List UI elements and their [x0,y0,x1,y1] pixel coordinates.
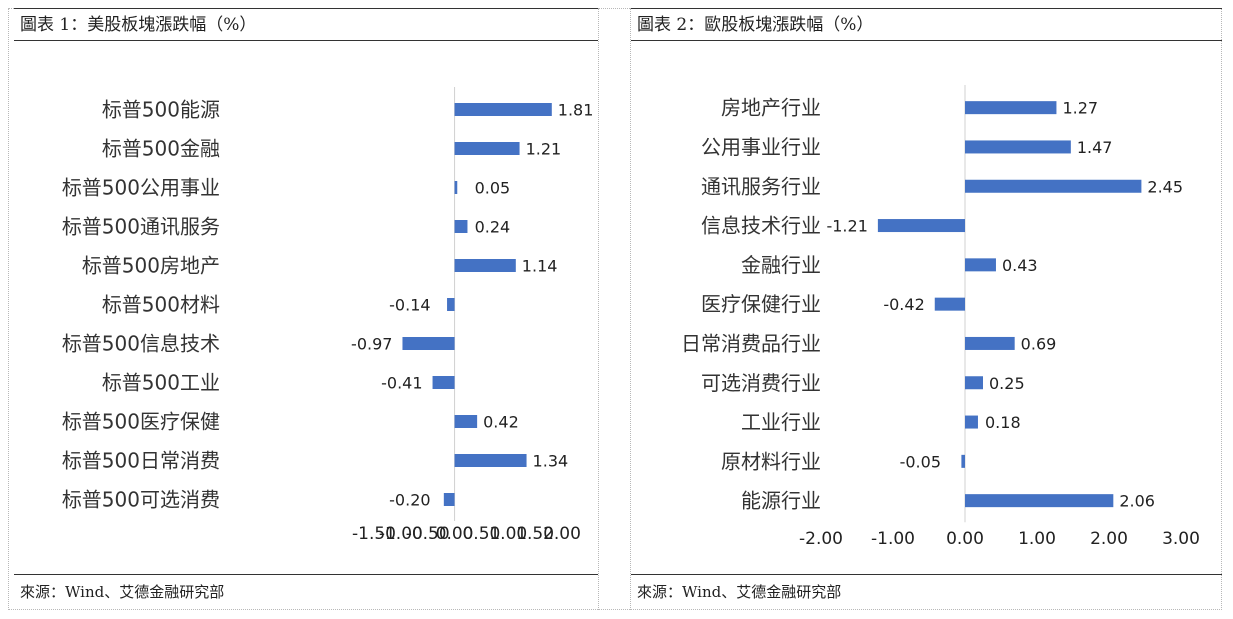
category-label: 信息技术行业 [701,214,821,238]
data-label: 1.81 [558,101,594,120]
category-label: 能源行业 [741,489,821,513]
x-tick-label: 2.00 [1090,529,1128,549]
x-tick-label: -0.50 [406,524,450,544]
data-label: 0.18 [985,413,1021,432]
category-label: 金融行业 [741,253,821,277]
x-tick-label: 1.00 [1018,529,1056,549]
bar [454,220,468,233]
bar [402,337,455,350]
x-tick-label: -1.50 [352,524,396,544]
data-label: 0.05 [475,179,511,198]
x-tick-label: 0.00 [436,524,474,544]
data-label: 0.69 [1021,334,1057,353]
bar [432,376,455,389]
panel-gap [598,8,631,610]
data-label: 0.42 [483,413,519,432]
x-tick-label: 0.00 [946,529,984,549]
chart-panel-eu: 圖表 2：歐股板塊漲跌幅（%） 房地产行业 1.27 公用事业行业 1.47 通讯服务行… [631,8,1222,610]
category-label: 公用事业行业 [701,135,821,159]
data-label: -0.20 [389,491,430,510]
bar [447,298,455,311]
data-label: 1.21 [526,140,562,159]
bar [965,376,983,390]
category-label: 标普500工业 [102,371,220,395]
x-tick-label: 1.00 [489,524,527,544]
data-label: -1.21 [826,217,867,236]
chart-source: 來源：Wind、艾德金融研究部 [631,574,1222,610]
category-label: 标普500通讯服务 [62,215,220,239]
x-tick-label: 1.50 [516,524,554,544]
category-label: 标普500公用事业 [62,176,220,200]
bar [454,415,478,428]
data-label: 1.14 [522,257,558,276]
chart-title: 圖表 1：美股板塊漲跌幅（%） [14,8,598,41]
bar [965,101,1057,115]
category-label: 房地产行业 [721,96,821,120]
bar [454,181,458,194]
data-label: 0.25 [989,374,1025,393]
data-label: 1.34 [533,452,569,471]
data-label: 2.45 [1147,177,1183,196]
category-label: 日常消费品行业 [681,331,821,355]
category-label: 标普500日常消费 [62,449,220,473]
data-label: -0.41 [381,374,422,393]
bar [965,415,978,429]
bar [965,336,1015,350]
bar [454,259,516,272]
figure-frame [8,8,1222,610]
category-label: 原材料行业 [721,449,821,473]
category-label: 可选消费行业 [701,371,821,395]
eu-sector-bar-chart: 房地产行业 1.27 公用事业行业 1.47 通讯服务行业 2.45 信息技术行业 -1.21… [681,85,1200,549]
data-label: -0.05 [900,452,941,471]
bar [877,219,965,233]
category-label: 标普500信息技术 [62,332,220,356]
data-label: 0.43 [1002,256,1038,275]
data-label: -0.14 [389,296,430,315]
category-label: 标普500医疗保健 [62,410,220,434]
x-tick-label: -2.00 [799,529,843,549]
x-tick-label: 0.50 [462,524,500,544]
x-tick-label: -1.00 [871,529,915,549]
category-label: 标普500金融 [102,137,220,161]
bar [965,179,1142,193]
bar [454,103,552,116]
category-label: 通讯服务行业 [701,174,821,198]
chart-title: 圖表 2：歐股板塊漲跌幅（%） [631,8,1222,41]
data-label: 1.47 [1077,138,1113,157]
x-tick-label: 3.00 [1162,529,1200,549]
category-label: 标普500材料 [102,293,220,317]
bar [965,494,1114,508]
category-label: 标普500可选消费 [62,488,220,512]
data-label: 1.27 [1062,99,1098,118]
bar [934,297,965,311]
chart-source: 來源：Wind、艾德金融研究部 [14,574,598,610]
bar [454,142,520,155]
x-tick-label: -1.00 [379,524,423,544]
bar [965,258,996,272]
category-label: 工业行业 [741,410,821,434]
bar [965,140,1071,154]
bar [454,454,527,467]
data-label: -0.97 [351,335,392,354]
data-label: 0.24 [475,218,511,237]
data-label: 2.06 [1119,492,1155,511]
category-label: 标普500房地产 [82,254,220,278]
category-label: 标普500能源 [102,98,220,122]
bar [961,454,965,468]
bar [443,493,455,506]
x-tick-label: 2.00 [543,524,581,544]
category-label: 医疗保健行业 [701,292,821,316]
data-label: -0.42 [883,295,924,314]
us-sector-bar-chart: 标普500能源 1.81 标普500金融 1.21 标普500公用事业 0.05 标普500… [62,87,594,544]
chart-panel-us: 圖表 1：美股板塊漲跌幅（%） 标普500能源 1.81 标普500金融 1.21 标普… [14,8,598,610]
